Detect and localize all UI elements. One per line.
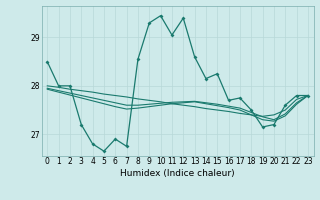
X-axis label: Humidex (Indice chaleur): Humidex (Indice chaleur)	[120, 169, 235, 178]
